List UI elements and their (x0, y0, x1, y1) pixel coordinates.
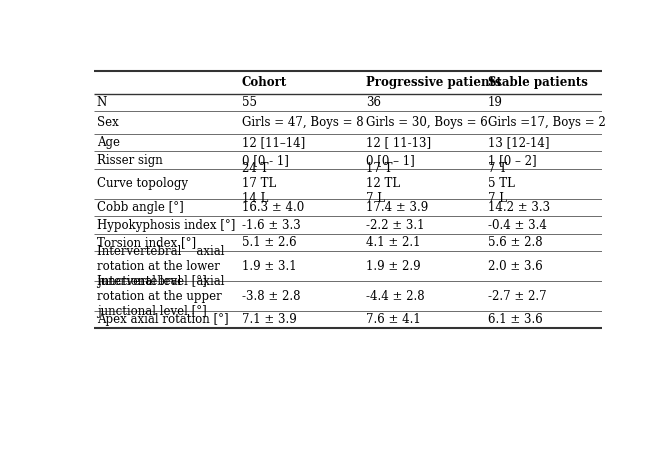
Text: 7.6 ± 4.1: 7.6 ± 4.1 (366, 313, 421, 326)
Text: Risser sign: Risser sign (96, 154, 163, 166)
Text: 12 [11–14]: 12 [11–14] (242, 136, 305, 149)
Text: Sex: Sex (96, 116, 118, 129)
Text: Hypokyphosis index [°]: Hypokyphosis index [°] (96, 219, 235, 231)
Text: 13 [12-14]: 13 [12-14] (488, 136, 549, 149)
Text: 6.1 ± 3.6: 6.1 ± 3.6 (488, 313, 543, 326)
Text: Cohort: Cohort (242, 76, 287, 89)
Text: Age: Age (96, 136, 120, 149)
Text: 0 [0 – 1]: 0 [0 – 1] (366, 154, 415, 166)
Text: 19: 19 (488, 96, 503, 109)
Text: 5.6 ± 2.8: 5.6 ± 2.8 (488, 236, 543, 249)
Text: 36: 36 (366, 96, 381, 109)
Text: 1 [0 – 2]: 1 [0 – 2] (488, 154, 537, 166)
Text: Intervertebral    axial
rotation at the upper
junctional level [°]: Intervertebral axial rotation at the upp… (96, 274, 224, 317)
Text: 12 [ 11-13]: 12 [ 11-13] (366, 136, 432, 149)
Text: Stable patients: Stable patients (488, 76, 588, 89)
Text: -2.7 ± 2.7: -2.7 ± 2.7 (488, 289, 547, 303)
Text: 2.0 ± 3.6: 2.0 ± 3.6 (488, 260, 543, 272)
Text: 5.1 ± 2.6: 5.1 ± 2.6 (242, 236, 296, 249)
Text: Intervertebral    axial
rotation at the lower
junctional level [°]: Intervertebral axial rotation at the low… (96, 245, 224, 288)
Text: Cobb angle [°]: Cobb angle [°] (96, 201, 183, 214)
Text: Girls =17, Boys = 2: Girls =17, Boys = 2 (488, 116, 606, 129)
Text: 1.9 ± 2.9: 1.9 ± 2.9 (366, 260, 421, 272)
Text: Progressive patients: Progressive patients (366, 76, 502, 89)
Text: 55: 55 (242, 96, 257, 109)
Text: N: N (96, 96, 107, 109)
Text: -1.6 ± 3.3: -1.6 ± 3.3 (242, 219, 300, 231)
Text: Apex axial rotation [°]: Apex axial rotation [°] (96, 313, 228, 326)
Text: Torsion index [°]: Torsion index [°] (96, 236, 196, 249)
Text: Girls = 47, Boys = 8: Girls = 47, Boys = 8 (242, 116, 363, 129)
Text: -0.4 ± 3.4: -0.4 ± 3.4 (488, 219, 547, 231)
Text: -3.8 ± 2.8: -3.8 ± 2.8 (242, 289, 300, 303)
Text: 4.1 ± 2.1: 4.1 ± 2.1 (366, 236, 421, 249)
Text: 16.3 ± 4.0: 16.3 ± 4.0 (242, 201, 304, 214)
Text: 1.9 ± 3.1: 1.9 ± 3.1 (242, 260, 296, 272)
Text: 17.4 ± 3.9: 17.4 ± 3.9 (366, 201, 428, 214)
Text: Girls = 30, Boys = 6: Girls = 30, Boys = 6 (366, 116, 488, 129)
Text: -2.2 ± 3.1: -2.2 ± 3.1 (366, 219, 425, 231)
Text: Curve topology: Curve topology (96, 177, 187, 190)
Text: -4.4 ± 2.8: -4.4 ± 2.8 (366, 289, 425, 303)
Text: 24 T
17 TL
14 L: 24 T 17 TL 14 L (242, 162, 276, 205)
Text: 7 T
5 TL
7 L: 7 T 5 TL 7 L (488, 162, 515, 205)
Text: 17 T
12 TL
7 L: 17 T 12 TL 7 L (366, 162, 400, 205)
Text: 7.1 ± 3.9: 7.1 ± 3.9 (242, 313, 296, 326)
Text: 14.2 ± 3.3: 14.2 ± 3.3 (488, 201, 550, 214)
Text: 0 [0 - 1]: 0 [0 - 1] (242, 154, 288, 166)
